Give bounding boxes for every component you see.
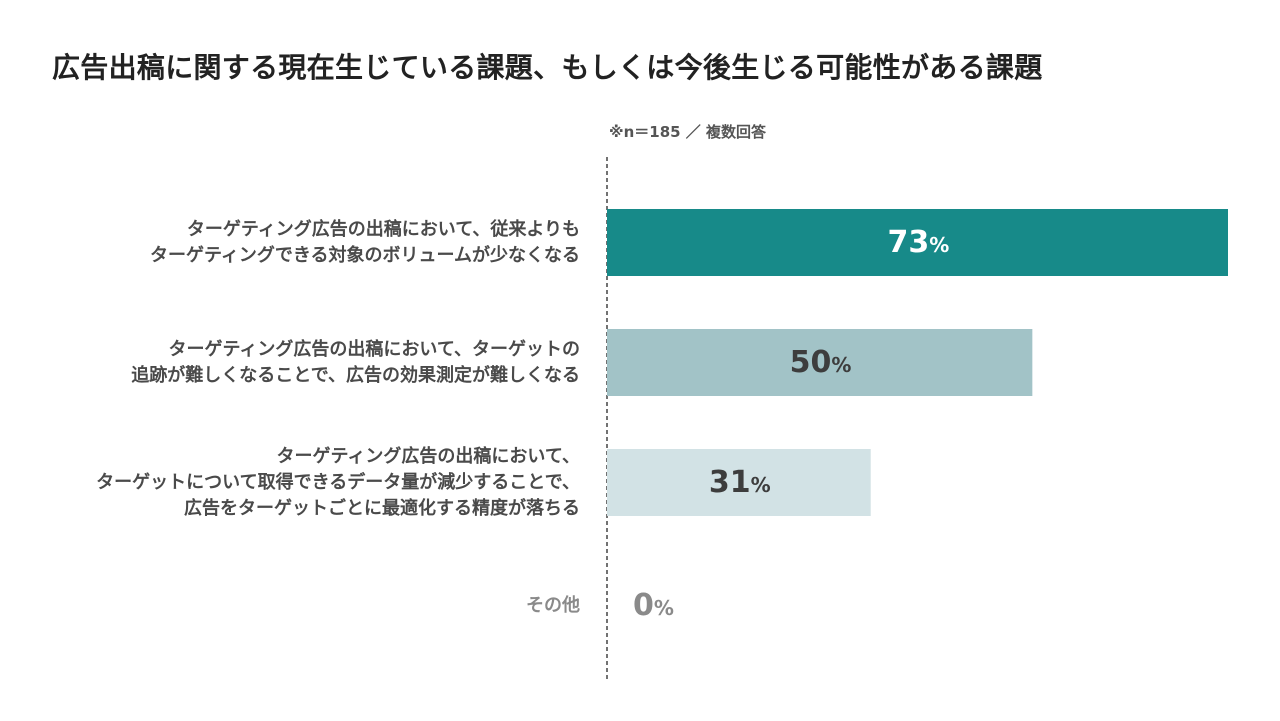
- percent-sign: %: [653, 595, 674, 620]
- category-label-line: その他: [526, 594, 580, 616]
- percent-sign: %: [831, 352, 852, 377]
- value-label-3: 31%: [709, 465, 771, 503]
- percent-sign: %: [750, 472, 771, 497]
- percent-sign: %: [929, 232, 950, 257]
- category-label-line: 広告をターゲットごとに最適化する精度が落ちる: [184, 497, 580, 519]
- category-label-1: ターゲティング広告の出稿において、従来よりもターゲティングできる対象のボリューム…: [20, 217, 580, 269]
- category-label-line: ターゲティング広告の出稿において、従来よりも: [186, 218, 580, 240]
- value-label-2: 50%: [790, 345, 852, 383]
- sample-note: ※n＝185 ／ 複数回答: [609, 123, 767, 141]
- chart-title: 広告出稿に関する現在生じている課題、もしくは今後生じる可能性がある課題: [52, 51, 1043, 84]
- category-label-line: ターゲティングできる対象のボリュームが少なくなる: [149, 244, 580, 266]
- value-label-4: 0%: [633, 588, 674, 626]
- bar-2: [607, 329, 1033, 396]
- category-label-line: 追跡が難しくなることで、広告の効果測定が難しくなる: [131, 364, 580, 386]
- value-number: 73: [887, 224, 930, 260]
- bar-1: [607, 209, 1228, 276]
- category-label-line: ターゲットについて取得できるデータ量が減少することで、: [96, 471, 580, 493]
- value-number: 50: [789, 344, 832, 380]
- category-label-3: ターゲティング広告の出稿において、ターゲットについて取得できるデータ量が減少する…: [20, 444, 580, 522]
- category-label-line: ターゲティング広告の出稿において、: [276, 445, 580, 467]
- bar-3: [607, 449, 871, 516]
- value-label-1: 73%: [888, 225, 950, 263]
- category-label-line: ターゲティング広告の出稿において、ターゲットの: [168, 338, 580, 360]
- category-label-2: ターゲティング広告の出稿において、ターゲットの追跡が難しくなることで、広告の効果…: [20, 337, 580, 389]
- category-label-4: その他: [20, 593, 580, 619]
- value-number: 0: [633, 587, 654, 623]
- value-number: 31: [708, 464, 751, 500]
